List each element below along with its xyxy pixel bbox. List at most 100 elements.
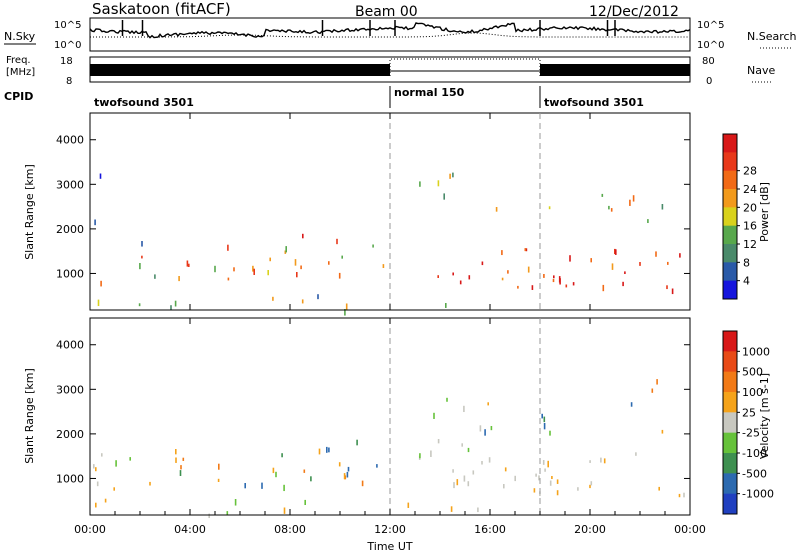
echo-cell [175, 449, 177, 455]
echo-cell [610, 208, 613, 212]
echo-cell [556, 479, 559, 484]
echo-cell [548, 206, 551, 210]
power-plot-area [90, 113, 690, 310]
echo-cell [419, 453, 421, 459]
freq-trace-a [90, 64, 390, 76]
echo-cell [635, 452, 637, 456]
velocity-plot-area [90, 318, 690, 515]
echo-cell [477, 507, 479, 513]
colorbar-swatch [723, 280, 737, 300]
echo-cell [622, 281, 624, 287]
echo-cell [95, 502, 97, 508]
freq-trace-b [540, 64, 690, 76]
freq-label-1: Freq. [6, 55, 31, 66]
echo-cell [261, 482, 263, 489]
echo-cell [565, 284, 568, 288]
echo-cell [175, 457, 177, 463]
echo-cell [253, 268, 255, 275]
echo-cell [284, 250, 287, 254]
echo-cell [445, 303, 447, 308]
echo-cell [661, 429, 664, 434]
echo-cell [517, 285, 519, 289]
echo-cell [577, 487, 579, 491]
nsearch-label: N.Search [747, 30, 797, 43]
colorbar-tick-label: 28 [743, 165, 757, 178]
echo-cell [501, 277, 504, 281]
ytick-label: 2000 [56, 428, 84, 441]
echo-cell [94, 219, 96, 226]
echo-cell [356, 439, 358, 446]
colorbar-swatch [723, 392, 737, 413]
colorbar-tick-label: 20 [743, 201, 757, 214]
nave-trace [389, 58, 541, 76]
echo-cell [629, 199, 631, 206]
echo-cell [525, 248, 528, 252]
echo-cell [267, 270, 269, 276]
echo-cell [543, 423, 546, 430]
echo-cell [437, 275, 439, 278]
echo-cell [129, 457, 131, 461]
echo-cell [338, 272, 341, 279]
colorbar-swatch [723, 225, 737, 245]
echo-cell [179, 470, 182, 476]
echo-cell [303, 469, 306, 473]
echo-cell [382, 264, 385, 268]
xlabel: Time UT [366, 540, 412, 553]
nsearch-tick-bottom: 10^0 [697, 40, 724, 51]
cpid-row: CPID twofsound 3501 normal 150 twofsound 3… [4, 86, 644, 109]
echo-cell [501, 250, 503, 256]
freq-label-2: [MHz] [6, 67, 35, 78]
colorbar-swatch [723, 493, 737, 515]
echo-cell [481, 261, 484, 266]
echo-cell [601, 193, 604, 197]
nave-tick-0: 0 [706, 76, 712, 87]
echo-cell [281, 453, 283, 458]
echo-cell [182, 457, 185, 461]
echo-cell [449, 173, 451, 179]
colorbar-tick-label: 4 [743, 275, 750, 288]
freq-tick-18: 18 [60, 56, 73, 67]
echo-cell [343, 473, 346, 480]
echo-cell [275, 471, 277, 478]
echo-cell [461, 443, 463, 447]
echo-cell [549, 430, 551, 436]
echo-cell [468, 275, 471, 280]
nsky-tick-bottom: 10^0 [54, 40, 81, 51]
colorbar-frame [722, 330, 738, 515]
echo-cell [556, 490, 559, 496]
colorbar-swatch [723, 170, 737, 190]
echo-cell [227, 244, 229, 251]
xtick-label: 08:00 [274, 523, 306, 536]
echo-cell [661, 204, 664, 210]
echo-cell [294, 259, 297, 266]
colorbar-swatch [723, 412, 737, 434]
echo-cell [547, 460, 549, 468]
echo-cell [552, 278, 555, 283]
echo-cell [244, 483, 246, 489]
echo-cell [487, 402, 489, 406]
velocity-colorbar-label: Velocity [m s-1] [758, 373, 771, 459]
echo-cell [452, 469, 454, 473]
echo-cell [180, 465, 182, 470]
colorbar-swatch [723, 189, 737, 208]
echo-cell [553, 275, 555, 279]
nave-tick-80: 80 [702, 56, 715, 67]
echo-cell [99, 173, 102, 179]
echo-cell [450, 506, 453, 512]
nsky-tick-top: 10^5 [54, 20, 81, 31]
echo-cell [283, 484, 285, 492]
echo-cell [651, 388, 654, 393]
echo-cell [93, 464, 95, 469]
echo-cell [317, 294, 319, 300]
ytick-label: 3000 [56, 178, 84, 191]
cpid-segment-1: normal 150 [394, 86, 465, 99]
echo-cell [226, 511, 229, 515]
echo-cell [208, 513, 210, 519]
echo-cell [234, 499, 237, 506]
colorbar-tick-label: 100 [742, 386, 763, 399]
echo-cell [113, 487, 115, 491]
echo-cell [97, 299, 100, 307]
echo-cell [600, 457, 602, 463]
echo-cell [443, 193, 445, 200]
echo-cell [463, 405, 465, 413]
